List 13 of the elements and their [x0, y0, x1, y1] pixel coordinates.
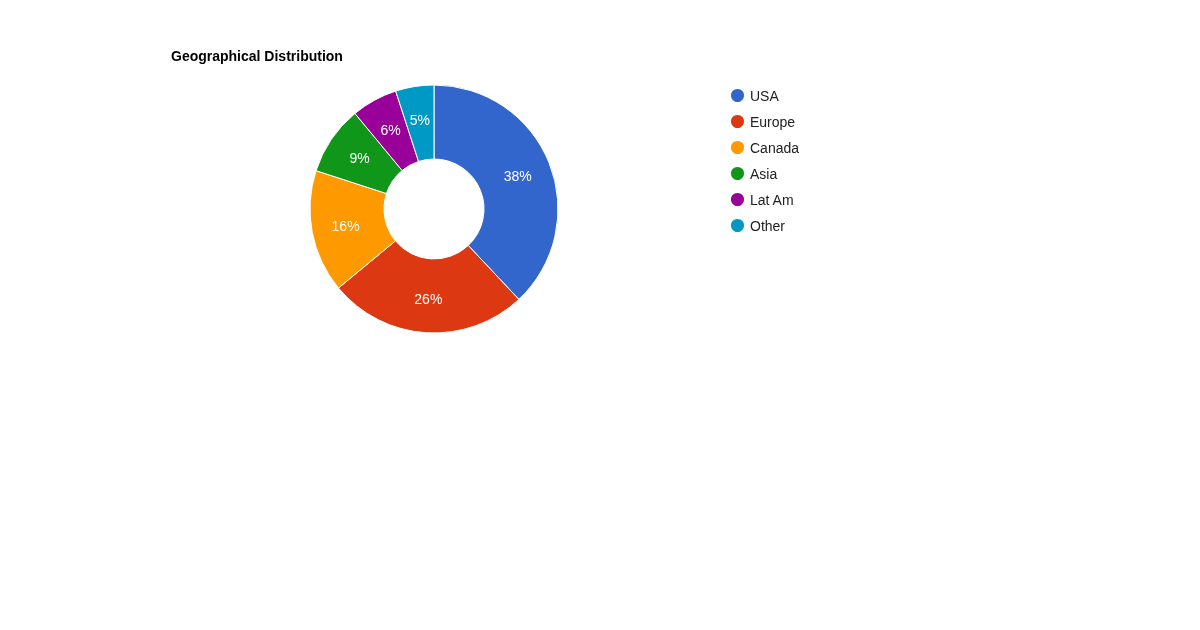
data-label: 6%	[380, 122, 401, 139]
legend-label: Other	[750, 217, 786, 234]
data-label: 26%	[414, 290, 443, 307]
chart-title: Geographical Distribution	[171, 48, 343, 64]
legend-label: Lat Am	[750, 191, 794, 208]
legend-label: Asia	[750, 165, 778, 182]
data-label: 38%	[503, 167, 532, 184]
data-label: 16%	[331, 217, 360, 234]
data-label: 9%	[349, 150, 370, 167]
legend-label: USA	[750, 87, 780, 104]
legend-label: Europe	[750, 113, 796, 130]
legend-label: Canada	[750, 139, 800, 156]
data-label: 5%	[409, 112, 431, 129]
